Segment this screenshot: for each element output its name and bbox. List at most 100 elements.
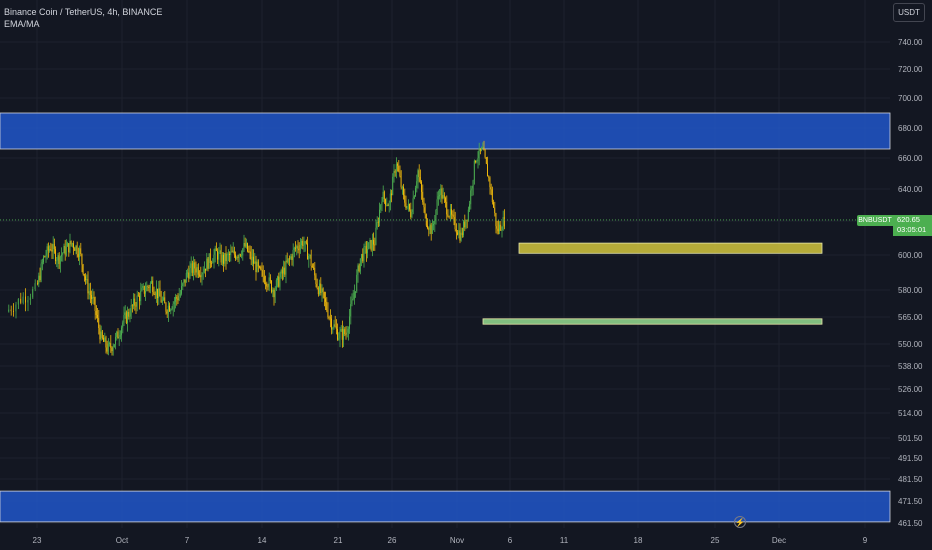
- candle-body: [280, 270, 282, 278]
- candle-body: [404, 195, 406, 203]
- candle-body: [51, 250, 53, 252]
- candle-body: [499, 224, 500, 232]
- candle-body: [231, 251, 233, 253]
- candle-body: [164, 297, 166, 304]
- candle-body: [63, 245, 65, 254]
- candle-body: [470, 190, 472, 205]
- candle-body: [482, 147, 484, 149]
- candle-body: [399, 171, 401, 177]
- x-tick-label: 18: [634, 536, 643, 545]
- candle-body: [128, 311, 130, 317]
- candle-body: [178, 295, 180, 301]
- candle-body: [121, 327, 122, 336]
- y-tick-label: 660.00: [898, 154, 923, 163]
- candle-body: [407, 203, 409, 207]
- candle-body: [335, 326, 337, 329]
- candle-body: [452, 214, 454, 216]
- candle-body: [447, 214, 449, 217]
- candle-body: [455, 229, 457, 233]
- candle-body: [185, 272, 187, 283]
- candle-body: [469, 204, 470, 210]
- candle-body: [259, 266, 260, 268]
- currency-button[interactable]: USDT: [893, 3, 925, 22]
- candle-body: [211, 262, 212, 264]
- candle-body: [253, 256, 254, 264]
- candle-body: [94, 297, 96, 311]
- candle-body: [484, 150, 486, 158]
- candle-body: [85, 276, 86, 281]
- candle-body: [440, 188, 442, 196]
- candle-body: [490, 187, 492, 190]
- candle-body: [249, 251, 251, 253]
- y-tick-label: 526.00: [898, 385, 923, 394]
- candle-body: [100, 331, 102, 340]
- candle-body: [267, 286, 269, 288]
- candle-body: [379, 209, 380, 223]
- y-axis: 740.00 720.00 700.00 680.00 660.00 640.00 620.…: [898, 38, 923, 528]
- candle-body: [383, 191, 385, 200]
- candle-body: [244, 243, 246, 247]
- candle-body: [287, 258, 289, 262]
- candle-body: [403, 187, 404, 196]
- candle-body: [464, 221, 466, 228]
- candle-body: [493, 202, 494, 208]
- candle-body: [242, 248, 244, 256]
- candle-body: [116, 331, 118, 337]
- candle-body: [122, 322, 124, 328]
- candle-body: [290, 256, 292, 259]
- candle-body: [117, 331, 119, 339]
- candle-body: [326, 301, 328, 311]
- candle-body: [281, 270, 283, 274]
- candle-body: [73, 243, 74, 249]
- candle-body: [319, 283, 320, 295]
- x-tick-label: 9: [863, 536, 868, 545]
- candle-body: [221, 254, 223, 263]
- x-tick-label: 11: [560, 536, 569, 545]
- candle-body: [27, 299, 29, 303]
- candle-body: [82, 264, 84, 274]
- lightning-icon[interactable]: ⚡: [734, 516, 746, 528]
- candle-body: [251, 256, 253, 260]
- candle-body: [158, 288, 160, 299]
- candle-body: [361, 254, 362, 259]
- candle-body: [502, 217, 504, 231]
- candle-body: [165, 303, 167, 312]
- candle-body: [196, 267, 198, 273]
- candle-body: [20, 298, 22, 303]
- candle-body: [272, 289, 274, 292]
- candle-body: [22, 296, 24, 303]
- candle-body: [284, 267, 286, 275]
- candle-body: [44, 256, 46, 258]
- candle-body: [167, 305, 169, 314]
- candle-body: [443, 195, 445, 198]
- candle-body: [500, 224, 502, 231]
- candle-body: [410, 209, 412, 218]
- candle-body: [377, 222, 379, 224]
- candle-body: [112, 347, 114, 352]
- candle-body: [428, 228, 430, 230]
- candle-body: [283, 267, 284, 274]
- candle-body: [229, 253, 230, 256]
- candle-body: [329, 317, 331, 319]
- candle-body: [346, 332, 348, 335]
- candle-body: [256, 261, 258, 273]
- candle-body: [298, 248, 300, 251]
- candle-body: [239, 254, 241, 256]
- candle-body: [429, 224, 431, 230]
- candle-body: [87, 279, 89, 294]
- y-tick-label: 550.00: [898, 340, 923, 349]
- candle-body: [46, 246, 48, 256]
- candle-body: [173, 301, 175, 304]
- candle-body: [302, 240, 304, 246]
- candle-body: [200, 275, 202, 278]
- candle-body: [433, 224, 434, 226]
- candle-body: [235, 254, 236, 259]
- candle-body: [136, 295, 138, 307]
- candle-body: [226, 254, 228, 262]
- candle-body: [50, 249, 52, 251]
- candle-body: [279, 277, 281, 287]
- y-tick-label: 514.00: [898, 409, 923, 418]
- candle-body: [62, 253, 64, 255]
- y-tick-label: 640.00: [898, 185, 923, 194]
